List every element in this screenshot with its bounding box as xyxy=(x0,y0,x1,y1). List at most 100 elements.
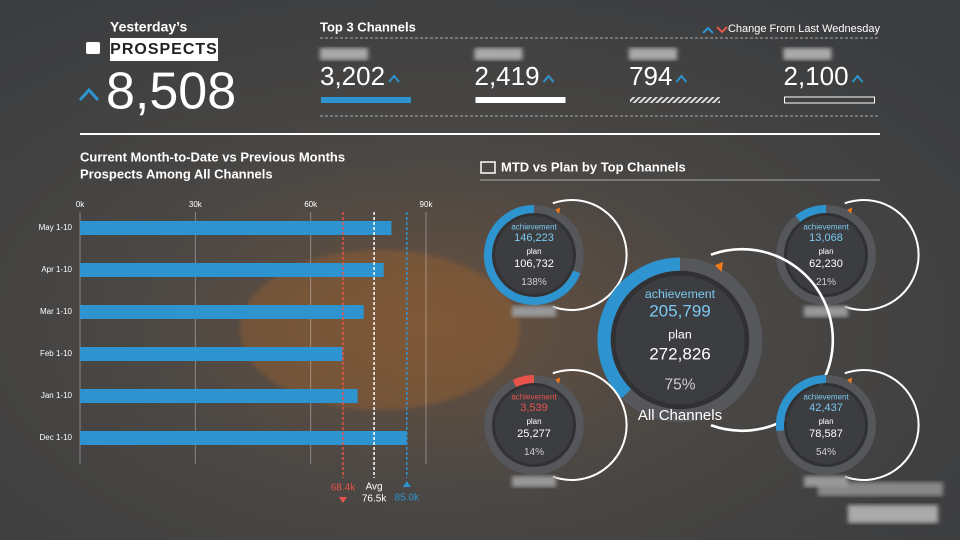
blurred-name xyxy=(512,306,556,317)
percent-label: 75% xyxy=(664,377,695,394)
achievement-label: achievement xyxy=(803,223,849,232)
percent-label: 21% xyxy=(816,277,836,288)
gauge-arc xyxy=(512,375,535,388)
achievement-value: 146,223 xyxy=(514,232,554,244)
achievement-label: achievement xyxy=(511,223,557,232)
plan-arc xyxy=(552,369,628,481)
channel-bar xyxy=(321,97,411,103)
achievement-value: 13,068 xyxy=(809,232,843,244)
up-arrow xyxy=(388,74,400,83)
header-title: PROSPECTS xyxy=(110,41,218,58)
achievement-value: 42,437 xyxy=(809,402,843,414)
gauge-marker xyxy=(555,207,561,214)
background-blob xyxy=(240,250,520,410)
y-tick-label: Mar 1-10 xyxy=(40,307,73,316)
gauge-inner xyxy=(787,386,865,464)
plan-label: plan xyxy=(818,417,833,426)
blurred-name xyxy=(629,48,677,60)
gauge-name: All Channels xyxy=(638,407,722,424)
bar xyxy=(80,305,364,319)
plan-arc xyxy=(844,199,920,311)
gauge-marker xyxy=(847,377,853,384)
blurred-name xyxy=(512,476,556,487)
up-arrow xyxy=(542,74,555,83)
plan-value: 25,277 xyxy=(517,428,551,440)
y-tick-label: Apr 1-10 xyxy=(41,265,72,274)
up-arrow xyxy=(851,74,864,83)
bar xyxy=(80,221,392,235)
plan-label: plan xyxy=(668,327,692,341)
achievement-label: achievement xyxy=(803,393,849,402)
x-tick-label: 60k xyxy=(304,200,318,209)
channel-bar xyxy=(784,96,875,104)
blurred-name xyxy=(783,48,832,60)
gauge-arc xyxy=(597,257,681,399)
blurred-name xyxy=(804,476,848,487)
channels-legend: Change From Last Wednesday xyxy=(728,23,881,35)
percent-label: 54% xyxy=(816,447,836,458)
gauge-inner xyxy=(615,275,745,405)
percent-label: 138% xyxy=(521,277,547,288)
gauge-marker xyxy=(714,261,724,272)
gauge-arc xyxy=(484,205,581,305)
blurred-name xyxy=(474,48,523,60)
blurred-name xyxy=(804,306,848,317)
channel-value: 2,100 xyxy=(784,61,849,91)
y-tick-label: May 1-10 xyxy=(39,223,73,232)
achievement-label: achievement xyxy=(511,393,557,402)
reference-label: 68.4k xyxy=(331,483,356,494)
header-value: 8,508 xyxy=(106,63,236,121)
channel-bar xyxy=(475,97,566,103)
gauge-arc xyxy=(795,205,827,222)
achievement-value: 205,799 xyxy=(649,301,711,320)
channel-value: 794 xyxy=(629,61,672,91)
gauge-icon xyxy=(480,161,496,174)
channel-value: 2,419 xyxy=(475,61,540,91)
plan-value: 106,732 xyxy=(514,258,554,270)
bar xyxy=(80,389,358,403)
plan-arc xyxy=(844,369,920,481)
blurred-text xyxy=(818,482,943,496)
gauge-inner xyxy=(495,216,573,294)
x-tick-label: 30k xyxy=(189,200,203,209)
y-tick-label: Dec 1-10 xyxy=(40,433,73,442)
x-tick-label: 0k xyxy=(76,200,85,209)
channel-bar xyxy=(630,97,720,103)
chart-title: Prospects Among All Channels xyxy=(80,166,273,181)
bar xyxy=(80,347,343,361)
reference-label: 76.5k xyxy=(362,494,387,505)
gauge-inner xyxy=(495,386,573,464)
chart-title: Current Month-to-Date vs Previous Months xyxy=(80,149,345,164)
up-arrow xyxy=(78,87,100,102)
plan-label: plan xyxy=(818,247,833,256)
plan-value: 78,587 xyxy=(809,428,843,440)
plan-label: plan xyxy=(526,247,541,256)
binoculars-icon xyxy=(86,42,100,54)
blurred-text xyxy=(848,505,938,523)
gauges-title: MTD vs Plan by Top Channels xyxy=(501,159,686,174)
legend-up xyxy=(702,26,714,34)
plan-label: plan xyxy=(526,417,541,426)
gauge-arc xyxy=(776,375,827,432)
percent-label: 14% xyxy=(524,447,544,458)
legend-down xyxy=(716,26,728,34)
up-arrow xyxy=(675,74,688,83)
y-tick-label: Jan 1-10 xyxy=(41,391,73,400)
reference-name: Avg xyxy=(366,482,383,493)
x-tick-label: 90k xyxy=(420,200,434,209)
channels-title: Top 3 Channels xyxy=(320,19,416,34)
gauge-marker xyxy=(847,207,853,214)
gauge-marker xyxy=(555,377,561,384)
plan-value: 62,230 xyxy=(809,258,843,270)
reference-marker xyxy=(402,481,411,487)
bar xyxy=(80,431,407,445)
achievement-label: achievement xyxy=(645,287,716,301)
header-subtitle: Yesterday’s xyxy=(110,19,188,35)
title-box xyxy=(110,38,218,61)
blurred-name xyxy=(320,48,368,60)
achievement-value: 3,539 xyxy=(520,402,548,414)
plan-value: 272,826 xyxy=(649,344,711,363)
reference-marker xyxy=(338,497,347,503)
